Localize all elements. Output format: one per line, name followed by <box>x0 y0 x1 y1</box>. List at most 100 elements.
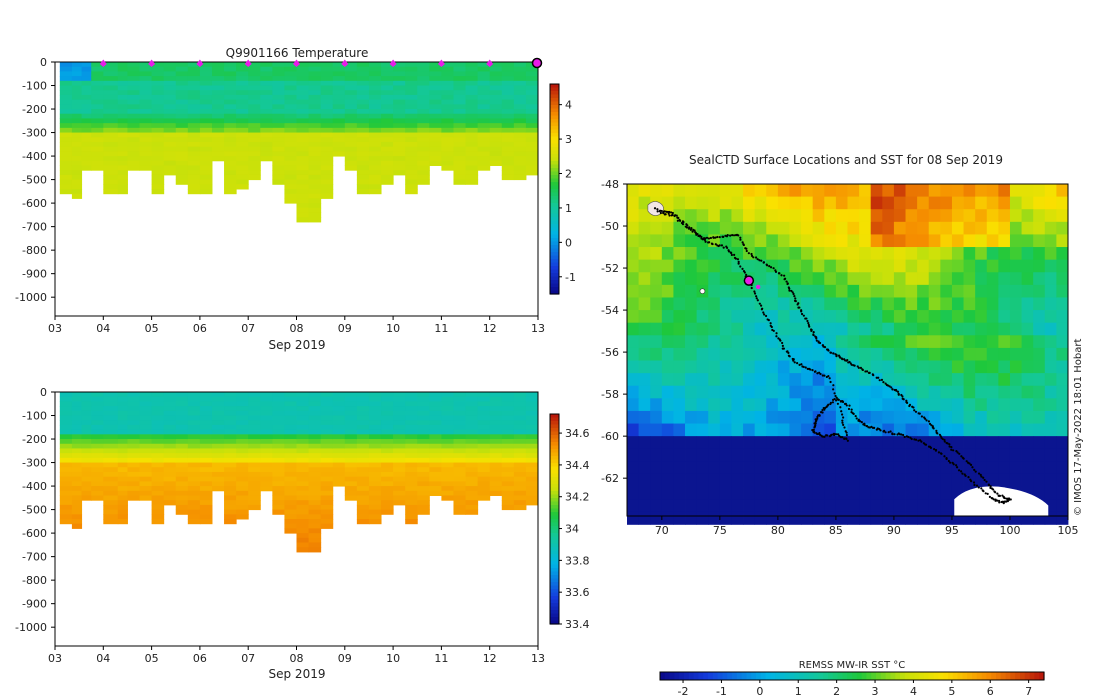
sst-colorbar-swatch <box>967 672 973 680</box>
track-point <box>887 431 890 434</box>
sst-cell <box>777 410 790 424</box>
salinity-cell <box>81 392 92 398</box>
salinity-cell <box>308 467 322 473</box>
temperature-cell <box>187 127 201 134</box>
salinity-cell <box>405 410 418 417</box>
temperature-cell <box>175 90 189 96</box>
temperature-cell <box>59 141 73 148</box>
temperature-cell <box>117 90 128 96</box>
temperature-cell <box>417 99 430 105</box>
sst-cell <box>1033 385 1046 399</box>
salinity-cell <box>525 443 539 449</box>
sst-cell <box>824 196 837 210</box>
sst-cell <box>835 360 848 374</box>
temperature-cell <box>127 137 141 143</box>
salinity-cell <box>477 410 491 417</box>
temperature-cell <box>224 71 237 77</box>
salinity-cell <box>381 453 394 459</box>
sst-cell <box>801 184 814 198</box>
sst-cell <box>928 297 941 311</box>
seal-track <box>653 207 1012 505</box>
sst-cell <box>835 448 848 462</box>
salinity-cell <box>91 401 104 407</box>
salinity-cell <box>501 471 515 478</box>
track-point <box>977 472 981 475</box>
sst-cell <box>1009 322 1022 336</box>
sst-cell <box>627 347 640 361</box>
sst-cell <box>638 221 651 235</box>
sst-cell <box>882 499 895 513</box>
temperature-cell <box>429 160 442 166</box>
salinity-cell <box>199 424 213 431</box>
sst-cell <box>650 486 663 500</box>
temperature-cell <box>187 165 201 171</box>
sst-cell <box>870 347 883 361</box>
salinity-cell <box>139 434 153 440</box>
sst-colorbar-swatch <box>885 672 891 680</box>
temperature-cell <box>91 141 104 148</box>
salinity-cell <box>236 481 249 487</box>
track-point <box>653 207 657 210</box>
temperature-cell <box>320 99 334 105</box>
temperature-cell <box>417 123 430 129</box>
temperature-cell <box>320 113 334 119</box>
temperature-cell <box>356 189 370 195</box>
temperature-cell <box>117 118 128 124</box>
temperature-cell <box>81 141 92 148</box>
salinity-cell <box>224 476 237 482</box>
salinity-cell <box>344 424 358 431</box>
sst-cell <box>719 398 732 412</box>
sst-cell <box>789 284 802 298</box>
sst-cell <box>731 461 744 475</box>
temperature-cell <box>368 85 382 91</box>
temperature-cell <box>284 85 297 91</box>
sst-cell <box>789 259 802 273</box>
sst-cell <box>917 347 930 361</box>
temperature-cell <box>199 132 213 138</box>
salinity-cell <box>163 486 177 492</box>
track-point <box>712 236 715 239</box>
salinity-cell <box>417 439 430 445</box>
track-point <box>860 420 863 424</box>
salinity-cell <box>429 448 442 454</box>
temperature-cell <box>320 156 334 162</box>
temperature-cell <box>91 90 104 96</box>
track-point <box>956 451 959 454</box>
colorbar-swatch <box>550 428 559 433</box>
sst-cell <box>882 448 895 462</box>
sst-cell <box>940 234 953 248</box>
sst-colorbar-swatch <box>943 672 949 680</box>
temperature-cell <box>81 113 92 119</box>
salinity-cell <box>248 443 261 449</box>
temperature-cell <box>139 85 153 91</box>
temperature-cell <box>91 118 104 124</box>
x-tick-label: 07 <box>241 652 255 665</box>
sst-cell <box>661 410 674 424</box>
sst-cell <box>661 385 674 399</box>
temperature-cell <box>513 66 527 72</box>
track-point <box>788 289 791 292</box>
salinity-cell <box>127 448 141 454</box>
salinity-cell <box>393 429 406 435</box>
sst-cell <box>661 398 674 412</box>
temperature-cell <box>441 62 454 68</box>
sst-cell <box>870 473 883 487</box>
temperature-cell <box>501 90 515 96</box>
track-point <box>695 233 698 236</box>
salinity-cell <box>187 471 201 478</box>
salinity-cell <box>344 462 358 468</box>
salinity-cell <box>117 424 128 431</box>
track-point <box>814 422 817 425</box>
temperature-cell <box>117 132 128 138</box>
salinity-cell <box>103 453 119 459</box>
salinity-cell <box>381 500 394 506</box>
salinity-cell <box>211 476 225 482</box>
salinity-cell <box>59 410 73 417</box>
sst-cell <box>731 297 744 311</box>
salinity-cell <box>199 396 213 402</box>
temperature-cell <box>175 132 189 138</box>
colorbar-swatch <box>550 210 559 215</box>
salinity-cell <box>127 415 141 421</box>
salinity-cell <box>163 467 177 473</box>
colorbar-swatch <box>550 206 559 211</box>
